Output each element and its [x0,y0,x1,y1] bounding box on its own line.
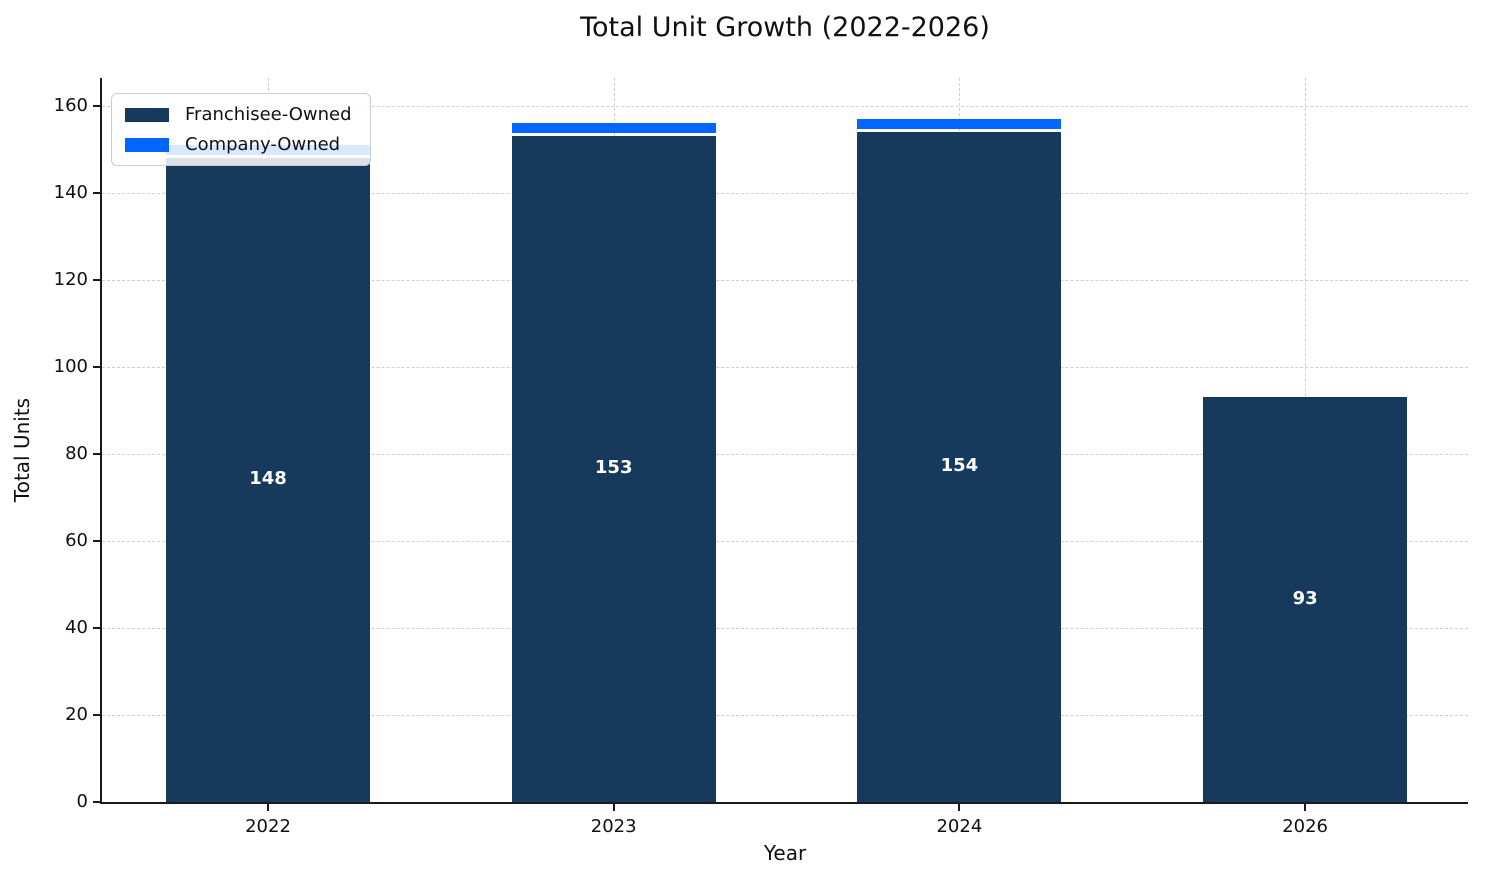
y-tick-label: 0 [76,791,88,812]
gridline-horizontal [102,541,1468,542]
bar-segment-company [511,123,716,134]
x-tick-label: 2026 [1282,816,1328,837]
x-tick-mark [1304,802,1307,811]
y-tick-mark [93,192,102,194]
legend-item: Company-Owned [125,134,352,155]
y-tick-mark [93,540,102,542]
y-tick-label: 20 [65,704,88,725]
y-tick-label: 80 [65,443,88,464]
legend-item: Franchisee-Owned [125,104,352,125]
bar-segment-franchisee [511,136,716,802]
legend-label: Franchisee-Owned [185,104,352,125]
y-tick-mark [93,453,102,455]
x-tick-mark [958,802,961,811]
y-tick-mark [93,366,102,368]
x-axis-spine [100,802,1468,804]
bar-value-label: 148 [249,468,287,490]
gridline-horizontal [102,106,1468,107]
gridline-horizontal [102,280,1468,281]
y-tick-mark [93,279,102,281]
bar-segment-company [857,119,1062,130]
x-tick-label: 2024 [936,816,983,837]
x-axis-label: Year [763,841,807,865]
legend-swatch [125,107,169,122]
y-tick-mark [93,105,102,107]
chart-title: Total Unit Growth (2022-2026) [580,12,990,43]
x-tick-mark [612,802,615,811]
y-tick-mark [93,801,102,803]
y-tick-label: 140 [53,182,88,203]
legend-swatch [125,137,169,152]
bar-segment-franchisee [857,132,1062,802]
gridline-horizontal [102,454,1468,455]
x-tick-mark [267,802,269,811]
bar-value-label: 93 [1292,587,1318,609]
legend: Franchisee-Owned Company-Owned [111,93,371,166]
y-tick-label: 160 [53,95,88,116]
bar-segment-franchisee [166,158,370,802]
y-axis-spine [100,78,102,804]
legend-label: Company-Owned [185,134,341,155]
bar-value-label: 153 [594,457,633,479]
bar-value-label: 154 [940,455,979,477]
gridline-horizontal [102,628,1468,629]
gridline-horizontal [102,367,1468,368]
bar-segment-franchisee [1203,397,1408,802]
y-tick-mark [93,627,102,629]
gridline-horizontal [102,193,1468,194]
y-tick-label: 100 [53,356,88,377]
y-tick-label: 60 [65,530,88,551]
y-tick-label: 120 [53,269,88,290]
y-tick-mark [93,714,102,716]
x-tick-label: 2022 [245,816,291,837]
y-tick-label: 40 [65,617,88,638]
x-tick-label: 2023 [590,816,637,837]
gridline-horizontal [102,715,1468,716]
y-axis-label: Total Units [10,397,34,503]
